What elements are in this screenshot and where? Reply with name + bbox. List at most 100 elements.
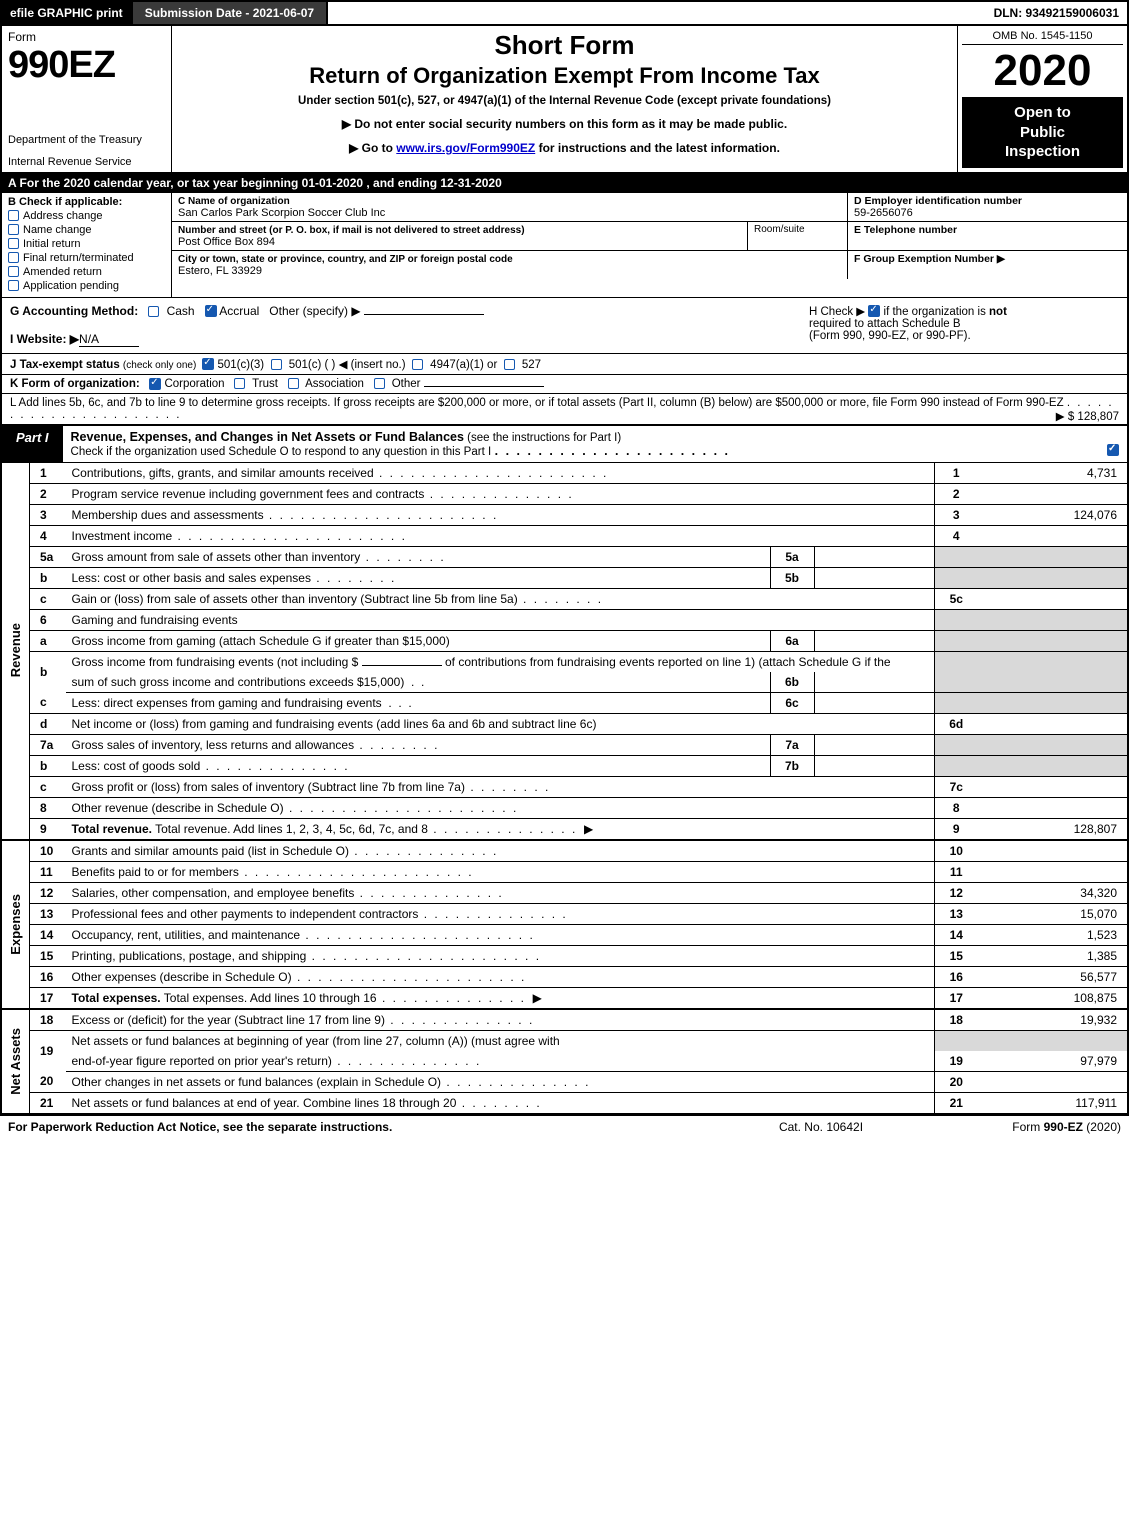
ein-cell: D Employer identification number 59-2656…	[847, 193, 1127, 221]
group-exemption-cell: F Group Exemption Number ▶	[847, 251, 1127, 279]
checkbox-checked-icon[interactable]	[202, 358, 214, 370]
table-row: 14 Occupancy, rent, utilities, and maint…	[1, 924, 1128, 945]
chk-name-change[interactable]: Name change	[8, 224, 165, 236]
line-desc: Contributions, gifts, grants, and simila…	[66, 463, 935, 484]
checkbox-icon[interactable]	[504, 359, 515, 370]
chk-final-return[interactable]: Final return/terminated	[8, 252, 165, 264]
checkbox-checked-icon[interactable]	[1107, 444, 1119, 456]
header-left: Form 990EZ Department of the Treasury In…	[2, 26, 172, 172]
chk-application-pending[interactable]: Application pending	[8, 280, 165, 292]
e-tel-label: E Telephone number	[854, 224, 957, 236]
i-label: I Website: ▶	[10, 332, 79, 346]
checkbox-icon[interactable]	[374, 378, 385, 389]
checkbox-icon	[8, 252, 19, 263]
footer-cat: Cat. No. 10642I	[721, 1120, 921, 1134]
k-assoc: Association	[305, 378, 364, 390]
chk-address-change[interactable]: Address change	[8, 210, 165, 222]
table-row: Net Assets 18 Excess or (deficit) for th…	[1, 1009, 1128, 1031]
checkbox-icon[interactable]	[148, 306, 159, 317]
table-row: c Gain or (loss) from sale of assets oth…	[1, 588, 1128, 609]
table-row: 3 Membership dues and assessments 3 124,…	[1, 504, 1128, 525]
j-line: J Tax-exempt status (check only one) ­ 5…	[0, 354, 1129, 375]
line-rn: 1	[934, 463, 978, 484]
g-cash: Cash	[167, 304, 195, 318]
website-value: N/A	[79, 332, 139, 347]
k-other: Other	[392, 378, 421, 390]
checkbox-icon[interactable]	[412, 359, 423, 370]
table-row: Expenses 10 Grants and similar amounts p…	[1, 840, 1128, 862]
city-value: Estero, FL 33929	[178, 265, 262, 277]
open-line3: Inspection	[966, 142, 1119, 162]
checkbox-checked-icon[interactable]	[205, 305, 217, 317]
f-group-label: F Group Exemption Number ▶	[854, 253, 1005, 265]
city-label: City or town, state or province, country…	[178, 254, 513, 265]
table-row: 16 Other expenses (describe in Schedule …	[1, 966, 1128, 987]
g-accounting: G Accounting Method: Cash Accrual Other …	[10, 304, 799, 347]
netassets-tab: Net Assets	[1, 1009, 30, 1114]
revenue-tab: Revenue	[1, 463, 30, 840]
footer-left: For Paperwork Reduction Act Notice, see …	[8, 1120, 721, 1134]
k-line: K Form of organization: Corporation Trus…	[0, 375, 1129, 394]
info-block: B Check if applicable: Address change Na…	[0, 193, 1129, 298]
6b-amount-input[interactable]	[362, 665, 442, 666]
header-right: OMB No. 1545-1150 2020 Open to Public In…	[957, 26, 1127, 172]
part1-title: Revenue, Expenses, and Changes in Net As…	[63, 426, 1127, 462]
part1-header: Part I Revenue, Expenses, and Changes in…	[0, 426, 1129, 463]
g-h-line: G Accounting Method: Cash Accrual Other …	[0, 298, 1129, 354]
table-row: 12 Salaries, other compensation, and emp…	[1, 882, 1128, 903]
irs-link[interactable]: www.irs.gov/Form990EZ	[396, 141, 535, 155]
room-cell: Room/suite	[747, 222, 847, 250]
table-row: 21 Net assets or fund balances at end of…	[1, 1092, 1128, 1114]
h-not: not	[989, 306, 1007, 318]
j-label: J Tax-exempt status	[10, 359, 120, 371]
checkbox-icon	[8, 224, 19, 235]
chk-initial-return[interactable]: Initial return	[8, 238, 165, 250]
street-label: Number and street (or P. O. box, if mail…	[178, 225, 525, 236]
part1-badge: Part I	[2, 426, 63, 462]
c-name-label: C Name of organization	[178, 196, 290, 207]
l-line: L Add lines 5b, 6c, and 7b to line 9 to …	[0, 394, 1129, 426]
k-trust: Trust	[252, 378, 278, 390]
k-corp: Corporation	[164, 378, 224, 390]
dln-number: DLN: 93492159006031	[986, 2, 1127, 24]
table-row: 17 Total expenses. Total expenses. Add l…	[1, 987, 1128, 1009]
no-ssn-line: ▶ Do not enter social security numbers o…	[180, 117, 949, 131]
table-row: sum of such gross income and contributio…	[1, 672, 1128, 693]
table-row: 4 Investment income 4	[1, 525, 1128, 546]
table-row: 7a Gross sales of inventory, less return…	[1, 734, 1128, 755]
section-cdef: C Name of organization San Carlos Park S…	[172, 193, 1127, 297]
table-row: end-of-year figure reported on prior yea…	[1, 1051, 1128, 1072]
table-row: b Less: cost of goods sold 7b	[1, 755, 1128, 776]
h-schedule-b: H Check ▶ if the organization is not req…	[799, 304, 1119, 342]
dept-irs: Internal Revenue Service	[8, 156, 165, 168]
goto-line: ▶ Go to www.irs.gov/Form990EZ for instru…	[180, 141, 949, 155]
checkbox-icon	[8, 266, 19, 277]
header-mid: Short Form Return of Organization Exempt…	[172, 26, 957, 172]
checkbox-icon[interactable]	[271, 359, 282, 370]
dots-icon	[495, 444, 730, 458]
l-amount: ▶ $ 128,807	[1056, 409, 1119, 423]
chk-amended-return[interactable]: Amended return	[8, 266, 165, 278]
part1-title-text: Revenue, Expenses, and Changes in Net As…	[71, 430, 464, 444]
checkbox-icon[interactable]	[234, 378, 245, 389]
line-num: 1	[30, 463, 66, 484]
short-form-title: Short Form	[180, 30, 949, 61]
h-text3: required to attach Schedule B	[809, 318, 961, 330]
table-row: 6 Gaming and fundraising events	[1, 609, 1128, 630]
table-row: a Gross income from gaming (attach Sched…	[1, 630, 1128, 651]
table-row: 8 Other revenue (describe in Schedule O)…	[1, 797, 1128, 818]
goto-pre: ▶ Go to	[349, 141, 396, 155]
table-row: 15 Printing, publications, postage, and …	[1, 945, 1128, 966]
tax-year: 2020	[962, 49, 1123, 93]
checkbox-icon	[8, 280, 19, 291]
checkbox-checked-icon[interactable]	[868, 305, 880, 317]
checkbox-icon[interactable]	[288, 378, 299, 389]
g-accrual: Accrual	[219, 304, 259, 318]
k-other-input[interactable]	[424, 386, 544, 387]
table-row: Revenue 1 Contributions, gifts, grants, …	[1, 463, 1128, 484]
g-other-input[interactable]	[364, 314, 484, 315]
checkbox-checked-icon[interactable]	[149, 378, 161, 390]
table-row: 9 Total revenue. Total revenue. Add line…	[1, 818, 1128, 840]
efile-print-label[interactable]: efile GRAPHIC print	[2, 2, 131, 24]
omb-number: OMB No. 1545-1150	[962, 30, 1123, 45]
